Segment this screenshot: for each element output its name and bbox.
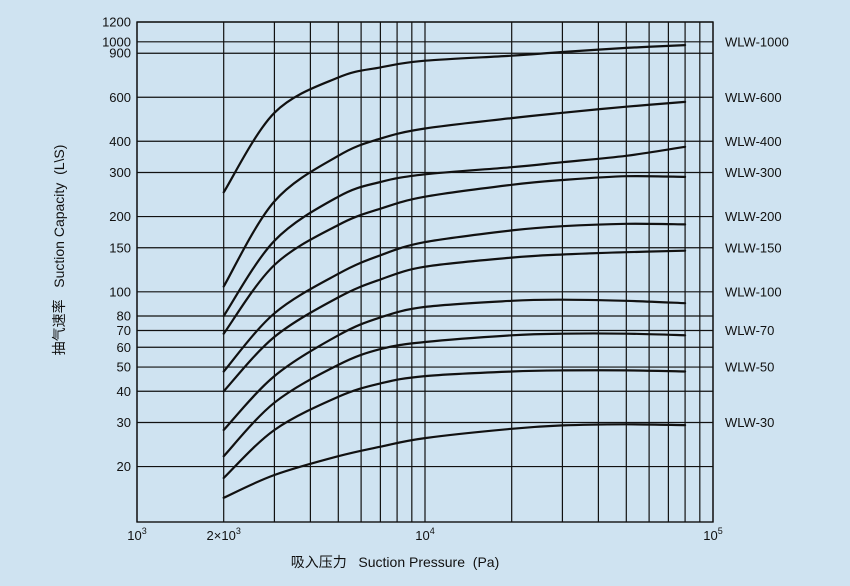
series-line-wlw-1000 bbox=[222, 44, 687, 194]
x-axis-title: 吸入压力 Suction Pressure (Pa) bbox=[291, 554, 500, 570]
series-label-wlw-200: WLW-200 bbox=[725, 209, 782, 224]
series-label-wlw-600: WLW-600 bbox=[725, 90, 782, 105]
series-line-wlw-50 bbox=[222, 369, 687, 480]
y-tick-label: 60 bbox=[117, 340, 131, 355]
y-tick-label: 200 bbox=[109, 209, 131, 224]
y-tick-label: 150 bbox=[109, 240, 131, 255]
y-tick-label: 40 bbox=[117, 384, 131, 399]
series-line-wlw-70 bbox=[222, 332, 687, 458]
series-label-wlw-1000: WLW-1000 bbox=[725, 34, 789, 49]
series-label-wlw-70: WLW-70 bbox=[725, 323, 774, 338]
y-tick-label: 100 bbox=[109, 284, 131, 299]
y-tick-label: 80 bbox=[117, 309, 131, 324]
y-tick-label: 1000 bbox=[102, 34, 131, 49]
y-tick-label: 300 bbox=[109, 165, 131, 180]
y-axis-title: 抽气速率 Suction Capacity (L\S) bbox=[51, 145, 67, 356]
series-curves bbox=[222, 44, 687, 499]
x-tick-label: 103 bbox=[127, 526, 146, 543]
y-tick-label: 70 bbox=[117, 323, 131, 338]
series-label-wlw-300: WLW-300 bbox=[725, 165, 782, 180]
x-tick-label: 105 bbox=[703, 526, 722, 543]
series-label-wlw-400: WLW-400 bbox=[725, 134, 782, 149]
y-tick-label: 50 bbox=[117, 360, 131, 375]
y-tick-label: 30 bbox=[117, 415, 131, 430]
y-tick-label: 1200 bbox=[102, 15, 131, 30]
x-tick-labels: 103 2×103 104 105 bbox=[127, 526, 722, 543]
series-label-wlw-100: WLW-100 bbox=[725, 284, 782, 299]
series-line-wlw-400 bbox=[222, 145, 687, 318]
series-line-wlw-100 bbox=[222, 298, 687, 432]
series-label-wlw-150: WLW-150 bbox=[725, 240, 782, 255]
x-tick-label: 104 bbox=[415, 526, 434, 543]
series-label-wlw-50: WLW-50 bbox=[725, 360, 774, 375]
grid-lines bbox=[136, 21, 714, 523]
series-line-wlw-30 bbox=[222, 423, 687, 499]
x-tick-label: 2×103 bbox=[207, 526, 241, 543]
series-labels: WLW-1000 WLW-600 WLW-400 WLW-300 WLW-200 WLW-… bbox=[725, 34, 789, 430]
y-tick-label: 900 bbox=[109, 46, 131, 61]
series-line-wlw-300 bbox=[222, 174, 687, 335]
series-line-wlw-200 bbox=[222, 222, 687, 373]
series-line-wlw-600 bbox=[222, 100, 687, 288]
y-tick-label: 20 bbox=[117, 459, 131, 474]
y-tick-label: 400 bbox=[109, 134, 131, 149]
y-tick-label: 600 bbox=[109, 90, 131, 105]
series-line-wlw-150 bbox=[222, 249, 687, 393]
series-label-wlw-30: WLW-30 bbox=[725, 415, 774, 430]
